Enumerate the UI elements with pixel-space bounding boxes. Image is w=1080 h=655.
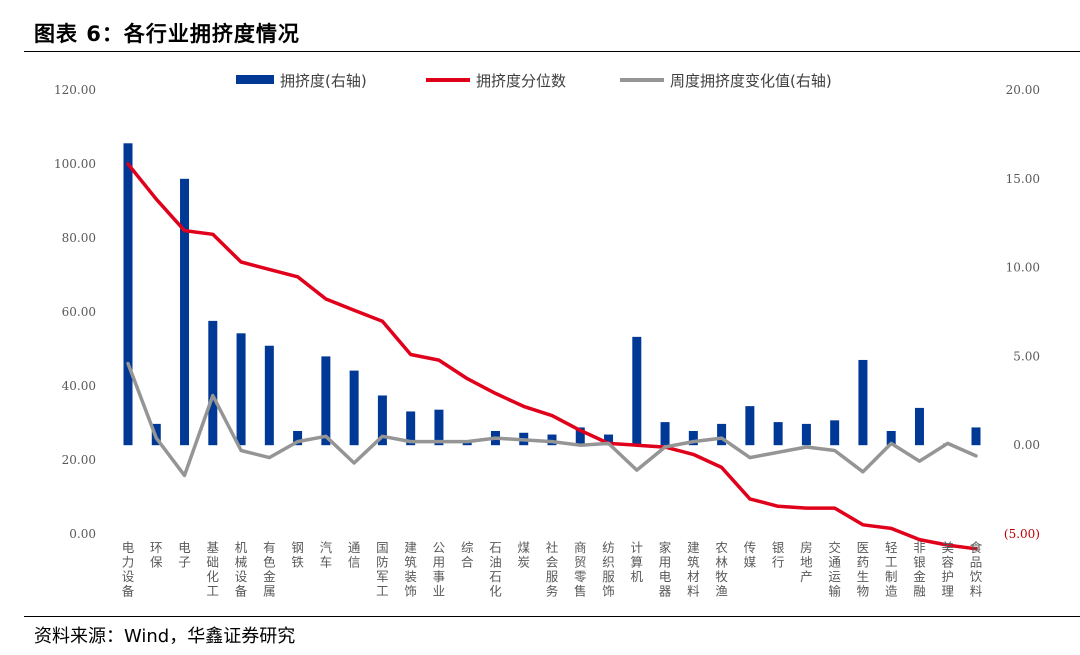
bar-综合 [462, 441, 472, 446]
legend-label: 周度拥挤度变化值(右轴) [670, 72, 832, 90]
category-label: 石油石化 [489, 540, 502, 599]
category-label: 纺织服饰 [602, 540, 615, 599]
bar-机械设备 [236, 333, 246, 446]
bar-轻工制造 [886, 430, 896, 446]
title-divider [24, 51, 1080, 52]
right-axis-tick-label: (5.00) [1004, 527, 1040, 541]
bar-汽车 [321, 356, 331, 446]
bar-农林牧渔 [717, 423, 727, 446]
right-axis-tick-label: 15.00 [1006, 172, 1040, 186]
bar-国防军工 [377, 395, 387, 446]
left-axis-tick-label: 20.00 [62, 453, 96, 467]
category-label: 电子 [178, 540, 191, 570]
category-label: 环保 [150, 540, 163, 570]
left-axis-tick-label: 80.00 [62, 231, 96, 245]
line-series [126, 162, 978, 551]
right-axis-tick-label: 20.00 [1006, 83, 1040, 97]
category-label: 基础化工 [207, 540, 220, 599]
category-label: 社会服务 [546, 540, 559, 599]
category-label: 综合 [461, 540, 474, 570]
bar-通信 [349, 370, 359, 446]
source-note: 资料来源：Wind，华鑫证券研究 [34, 626, 296, 647]
category-label: 机械设备 [235, 540, 248, 599]
category-label: 房地产 [800, 540, 813, 584]
category-label: 医药生物 [857, 540, 870, 599]
category-label: 建筑材料 [687, 540, 700, 599]
bar-建筑装饰 [406, 411, 416, 446]
right-axis-tick-label: 5.00 [1013, 349, 1040, 363]
bar-基础化工 [208, 320, 218, 446]
left-axis-tick-label: 40.00 [62, 379, 96, 393]
left-axis-ticks: 0.00 20.00 40.00 60.00 80.00 100.00 120.00 [54, 83, 96, 541]
bar-商贸零售 [575, 427, 585, 446]
legend: 拥挤度(右轴) 拥挤度分位数 周度拥挤度变化值(右轴) [236, 72, 832, 90]
line-weekly-change [126, 361, 978, 478]
category-label: 建筑装饰 [404, 540, 417, 599]
category-label: 公用事业 [433, 540, 446, 599]
chart-title: 图表 6：各行业拥挤度情况 [34, 22, 300, 46]
source-divider [24, 616, 1080, 617]
bar-电力设备 [123, 143, 133, 446]
bar-房地产 [801, 423, 811, 446]
crowding-chart: 0.00 20.00 40.00 60.00 80.00 100.00 120.00 (5.… [54, 72, 1040, 599]
right-axis-tick-label: 0.00 [1013, 438, 1040, 452]
category-label: 传媒 [744, 540, 757, 570]
category-label: 汽车 [320, 540, 333, 570]
left-axis-tick-label: 0.00 [69, 527, 96, 541]
category-label: 有色金属 [263, 540, 276, 599]
bar-银行 [773, 422, 783, 446]
category-label: 交通运输 [828, 540, 841, 599]
bar-交通运输 [830, 420, 840, 446]
legend-label: 拥挤度分位数 [476, 72, 566, 90]
category-label: 美容护理 [941, 540, 954, 599]
bar-传媒 [745, 406, 755, 446]
category-label: 国防军工 [376, 540, 389, 599]
bar-非银金融 [914, 407, 924, 446]
category-label: 煤炭 [517, 540, 530, 570]
bar-有色金属 [264, 345, 274, 446]
left-axis-tick-label: 120.00 [54, 83, 96, 97]
bar-医药生物 [858, 359, 868, 446]
bar-建筑材料 [688, 430, 698, 446]
bar-计算机 [632, 336, 642, 446]
category-label: 农林牧渔 [715, 540, 728, 599]
right-axis-ticks: (5.00) 0.00 5.00 10.00 15.00 20.00 [1004, 83, 1040, 541]
left-axis-tick-label: 60.00 [62, 305, 96, 319]
legend-label: 拥挤度(右轴) [280, 72, 367, 90]
bar-纺织服饰 [604, 434, 614, 446]
bar-电子 [180, 178, 190, 446]
bar-公用事业 [434, 409, 444, 446]
left-axis-tick-label: 100.00 [54, 157, 96, 171]
category-label: 钢铁 [291, 540, 304, 570]
bar-series-crowding [123, 143, 981, 446]
category-label: 轻工制造 [885, 540, 898, 599]
line-crowding-percentile [126, 162, 978, 551]
bar-钢铁 [293, 430, 303, 446]
category-label: 家用电器 [659, 540, 672, 599]
right-axis-tick-label: 10.00 [1006, 261, 1040, 275]
bar-食品饮料 [971, 427, 981, 446]
chart-area: 0.00 20.00 40.00 60.00 80.00 100.00 120.00 (5.… [0, 55, 1080, 615]
category-label: 非银金融 [913, 540, 926, 599]
category-label: 通信 [348, 540, 361, 570]
category-label: 食品饮料 [970, 540, 983, 599]
category-label: 电力设备 [122, 540, 135, 599]
category-label: 商贸零售 [574, 540, 587, 599]
category-label: 银行 [772, 540, 785, 570]
bar-家用电器 [660, 422, 670, 446]
category-label: 计算机 [631, 540, 644, 584]
legend-swatch-bar [236, 75, 274, 84]
